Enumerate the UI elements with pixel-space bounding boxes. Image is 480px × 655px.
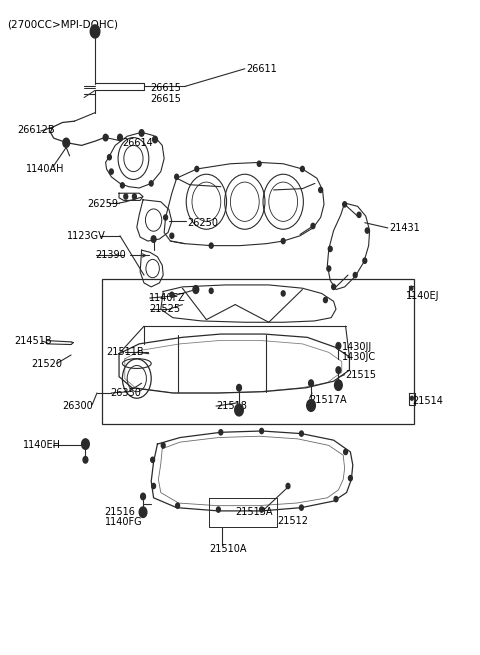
Circle shape [353,272,357,278]
Circle shape [139,130,144,136]
Circle shape [410,396,413,400]
Text: 26615: 26615 [150,94,181,104]
Circle shape [124,194,128,199]
Text: 1123GV: 1123GV [67,231,106,241]
Circle shape [193,286,199,293]
Circle shape [336,343,341,349]
Circle shape [209,288,213,293]
Text: 21431: 21431 [389,223,420,233]
Text: 21516: 21516 [105,507,135,517]
Text: 21451B: 21451B [14,335,52,346]
Text: 1140AH: 1140AH [26,164,65,174]
Circle shape [365,228,369,233]
Circle shape [334,496,338,502]
Circle shape [216,507,220,512]
Circle shape [307,400,315,411]
Circle shape [237,384,241,391]
Circle shape [332,284,336,290]
Circle shape [286,483,290,489]
Circle shape [311,223,315,229]
Text: 1140EJ: 1140EJ [406,291,439,301]
Text: 1140FZ: 1140FZ [149,293,186,303]
Circle shape [139,507,147,517]
Circle shape [328,246,332,252]
Circle shape [170,233,174,238]
Circle shape [348,476,352,481]
Text: 26612B: 26612B [17,125,54,136]
Circle shape [132,194,136,199]
Circle shape [161,443,165,448]
Text: 26350: 26350 [110,388,141,398]
Text: 26250: 26250 [187,217,218,228]
Bar [102,279,414,424]
Text: 26611: 26611 [246,64,276,74]
Circle shape [363,258,367,263]
Text: (2700CC>MPI-DOHC): (2700CC>MPI-DOHC) [7,20,118,29]
Text: 26615: 26615 [150,83,181,94]
Text: 21518: 21518 [216,401,247,411]
Circle shape [357,212,361,217]
Text: 21390: 21390 [95,250,126,261]
Circle shape [335,380,342,390]
Circle shape [300,505,303,510]
Circle shape [281,291,285,296]
Circle shape [63,138,70,147]
Text: 1140FG: 1140FG [105,517,142,527]
Text: 1140EH: 1140EH [23,440,61,451]
Circle shape [152,483,156,489]
Circle shape [410,286,413,290]
Circle shape [343,202,347,207]
Circle shape [209,243,213,248]
Circle shape [118,134,122,141]
Circle shape [219,430,223,435]
Circle shape [109,169,113,174]
Circle shape [195,166,199,172]
Circle shape [170,292,174,297]
Circle shape [327,266,331,271]
Circle shape [257,161,261,166]
Circle shape [151,236,156,242]
Circle shape [344,449,348,455]
Circle shape [235,404,243,416]
Text: 21515: 21515 [346,369,377,380]
Circle shape [90,25,100,38]
Circle shape [324,297,327,303]
Circle shape [260,507,264,512]
Circle shape [164,215,168,220]
Circle shape [300,166,304,172]
Circle shape [82,439,89,449]
Text: 21525: 21525 [149,304,180,314]
Text: 21510A: 21510A [209,544,246,554]
Circle shape [83,457,88,463]
Circle shape [151,457,155,462]
Text: 1430JC: 1430JC [342,352,376,362]
Circle shape [319,187,323,193]
Circle shape [281,238,285,244]
Text: 1430JJ: 1430JJ [342,342,372,352]
Circle shape [175,174,179,179]
Text: 21511B: 21511B [107,347,144,358]
Text: 21520: 21520 [31,358,62,369]
Text: 26259: 26259 [87,198,119,209]
Text: 21514: 21514 [412,396,443,406]
Circle shape [336,367,341,373]
Circle shape [120,183,124,188]
Circle shape [309,380,313,386]
Text: 26614: 26614 [122,138,153,148]
Circle shape [153,136,157,143]
Text: 26300: 26300 [62,401,93,411]
Circle shape [141,493,145,500]
Text: 21513A: 21513A [235,507,273,517]
Circle shape [108,155,111,160]
Circle shape [176,503,180,508]
Circle shape [300,431,303,436]
Text: 21517A: 21517A [310,394,347,405]
Circle shape [149,181,153,186]
Circle shape [260,428,264,434]
Circle shape [103,134,108,141]
Text: 21512: 21512 [277,515,309,526]
